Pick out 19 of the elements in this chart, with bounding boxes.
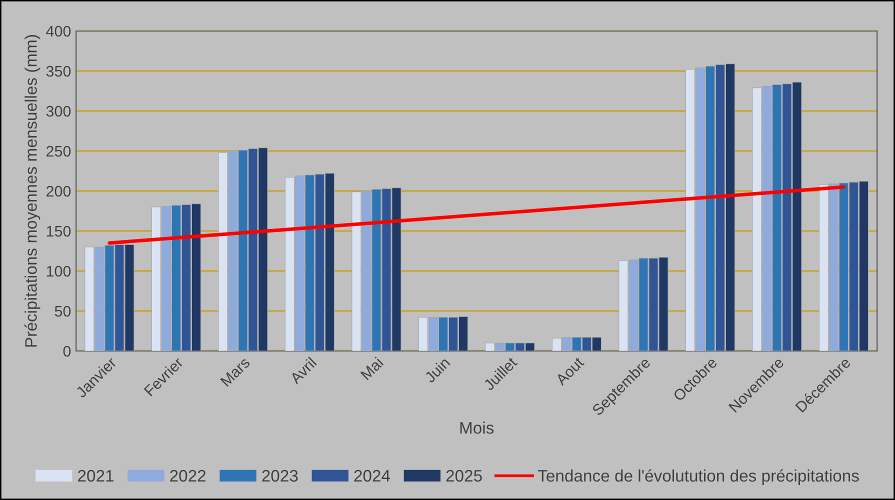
y-axis-title: Précipitations moyennes mensuelles (mm) [24,35,40,347]
x-tick-label: Juin [424,356,450,384]
legend-label: 2021 [78,470,114,482]
y-tick-label: 50 [54,306,71,317]
y-tick-label: 250 [46,146,71,157]
x-axis-title: Mois [460,422,494,434]
legend-label: 2024 [354,470,390,482]
y-tick-label: 150 [46,226,71,237]
y-tick-label: 400 [46,26,71,37]
legend-label: Tendance de l'évolutution des précipitations [538,469,859,485]
legend-label: 2023 [262,470,298,482]
y-tick-label: 350 [46,66,71,77]
x-tick-label: Mai [360,356,384,380]
y-tick-label: 100 [46,266,71,277]
y-tick-label: 0 [63,346,71,357]
legend-label: 2025 [446,470,482,482]
y-tick-label: 200 [46,186,71,197]
legend-label: 2022 [170,470,206,482]
y-tick-label: 300 [46,106,71,117]
